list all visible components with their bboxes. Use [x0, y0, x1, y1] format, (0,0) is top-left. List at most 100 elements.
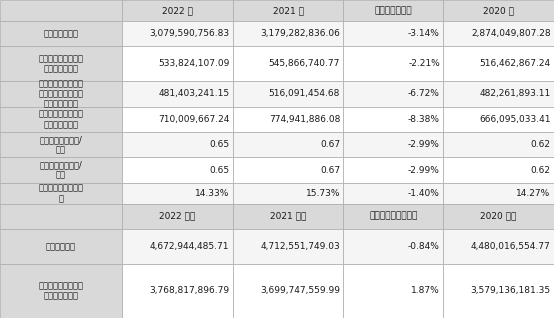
Text: 0.65: 0.65 [209, 140, 229, 149]
Text: 4,480,016,554.77: 4,480,016,554.77 [471, 242, 551, 251]
Text: 经营活动产生的现金
流量净额（元）: 经营活动产生的现金 流量净额（元） [38, 109, 84, 129]
Bar [443, 107, 554, 132]
Bar [343, 21, 443, 46]
Bar [122, 81, 233, 107]
Bar [233, 229, 343, 264]
Bar [443, 0, 554, 21]
Bar [443, 46, 554, 81]
Text: -8.38%: -8.38% [408, 115, 440, 124]
Text: 482,261,893.11: 482,261,893.11 [479, 89, 551, 98]
Bar [233, 204, 343, 229]
Text: 4,712,551,749.03: 4,712,551,749.03 [260, 242, 340, 251]
Text: 0.62: 0.62 [531, 166, 551, 175]
Text: 归属于上市公司股东
的净资产（元）: 归属于上市公司股东 的净资产（元） [38, 281, 84, 301]
Bar [233, 81, 343, 107]
Text: -2.99%: -2.99% [408, 140, 440, 149]
Bar [343, 107, 443, 132]
Bar [0, 183, 122, 204]
Bar [233, 157, 343, 183]
Bar [343, 46, 443, 81]
Text: -2.99%: -2.99% [408, 166, 440, 175]
Bar [122, 21, 233, 46]
Text: 营业收入（元）: 营业收入（元） [43, 29, 79, 38]
Bar [343, 81, 443, 107]
Bar [0, 264, 122, 318]
Text: 710,009,667.24: 710,009,667.24 [158, 115, 229, 124]
Bar [0, 0, 122, 21]
Bar [122, 132, 233, 157]
Bar [443, 229, 554, 264]
Bar [233, 46, 343, 81]
Text: 4,672,944,485.71: 4,672,944,485.71 [150, 242, 229, 251]
Text: -0.84%: -0.84% [408, 242, 440, 251]
Text: 0.67: 0.67 [320, 166, 340, 175]
Text: 稀释每股收益（元/
股）: 稀释每股收益（元/ 股） [39, 160, 83, 180]
Text: 774,941,886.08: 774,941,886.08 [269, 115, 340, 124]
Text: 2020 年: 2020 年 [483, 6, 514, 15]
Bar [343, 204, 443, 229]
Bar [0, 204, 122, 229]
Text: 2021 年末: 2021 年末 [270, 212, 306, 221]
Text: 15.73%: 15.73% [306, 189, 340, 198]
Bar [443, 132, 554, 157]
Bar [0, 229, 122, 264]
Text: 516,091,454.68: 516,091,454.68 [269, 89, 340, 98]
Text: 0.65: 0.65 [209, 166, 229, 175]
Bar [0, 21, 122, 46]
Bar [343, 0, 443, 21]
Text: 533,824,107.09: 533,824,107.09 [158, 59, 229, 68]
Bar [233, 264, 343, 318]
Text: 545,866,740.77: 545,866,740.77 [269, 59, 340, 68]
Text: 0.67: 0.67 [320, 140, 340, 149]
Bar [0, 132, 122, 157]
Bar [0, 46, 122, 81]
Bar [233, 21, 343, 46]
Text: 总资产（元）: 总资产（元） [46, 242, 76, 251]
Text: 2,874,049,807.28: 2,874,049,807.28 [471, 29, 551, 38]
Text: 3,768,817,896.79: 3,768,817,896.79 [149, 287, 229, 295]
Bar [233, 107, 343, 132]
Text: -3.14%: -3.14% [408, 29, 440, 38]
Bar [0, 107, 122, 132]
Bar [122, 183, 233, 204]
Text: 3,179,282,836.06: 3,179,282,836.06 [260, 29, 340, 38]
Text: -2.21%: -2.21% [408, 59, 440, 68]
Bar [233, 183, 343, 204]
Text: 本年末比上年末增减: 本年末比上年末增减 [369, 212, 418, 221]
Bar [0, 81, 122, 107]
Bar [122, 0, 233, 21]
Text: 481,403,241.15: 481,403,241.15 [158, 89, 229, 98]
Bar [343, 157, 443, 183]
Text: 1.87%: 1.87% [411, 287, 440, 295]
Text: 本年比上年增减: 本年比上年增减 [375, 6, 412, 15]
Text: 归属于上市公司股东
的净利润（元）: 归属于上市公司股东 的净利润（元） [38, 54, 84, 73]
Text: 2022 年: 2022 年 [162, 6, 193, 15]
Bar [443, 204, 554, 229]
Text: 0.62: 0.62 [531, 140, 551, 149]
Bar [443, 183, 554, 204]
Text: 归属于上市公司股东
的扣除非经常性损益
的净利润（元）: 归属于上市公司股东 的扣除非经常性损益 的净利润（元） [38, 79, 84, 109]
Text: -1.40%: -1.40% [408, 189, 440, 198]
Bar [122, 264, 233, 318]
Bar [443, 21, 554, 46]
Bar [122, 107, 233, 132]
Bar [122, 46, 233, 81]
Bar [443, 264, 554, 318]
Text: 14.27%: 14.27% [516, 189, 551, 198]
Bar [443, 157, 554, 183]
Bar [122, 157, 233, 183]
Bar [122, 229, 233, 264]
Text: 3,699,747,559.99: 3,699,747,559.99 [260, 287, 340, 295]
Bar [233, 0, 343, 21]
Text: 666,095,033.41: 666,095,033.41 [479, 115, 551, 124]
Text: 2021 年: 2021 年 [273, 6, 304, 15]
Text: 加权平均净资产收益
率: 加权平均净资产收益 率 [38, 183, 84, 203]
Bar [343, 264, 443, 318]
Bar [233, 132, 343, 157]
Bar [0, 157, 122, 183]
Bar [343, 229, 443, 264]
Text: 3,079,590,756.83: 3,079,590,756.83 [149, 29, 229, 38]
Text: 14.33%: 14.33% [195, 189, 229, 198]
Text: 2020 年末: 2020 年末 [480, 212, 517, 221]
Bar [343, 183, 443, 204]
